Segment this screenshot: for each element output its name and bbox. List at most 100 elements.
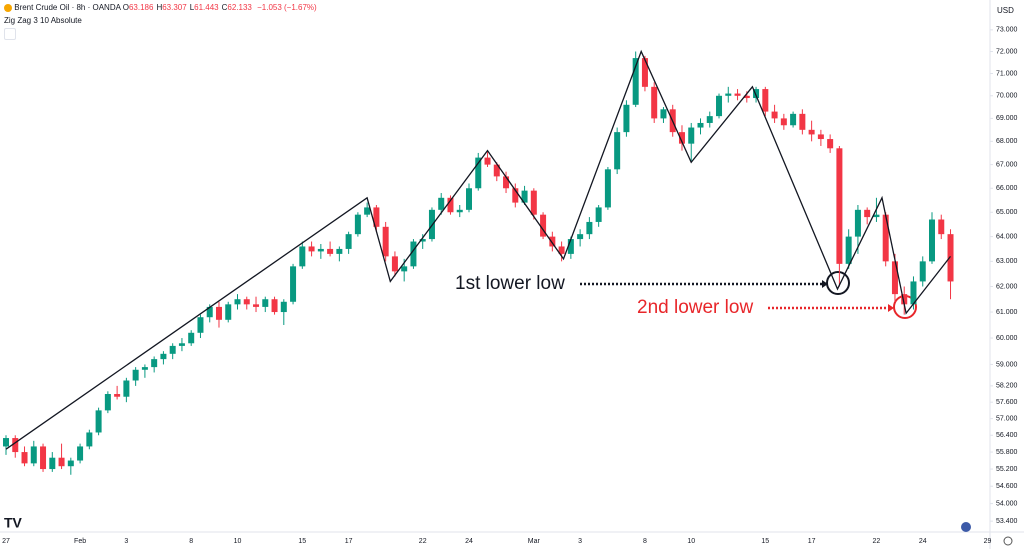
- candle-body: [141, 367, 148, 370]
- candle-body: [206, 306, 213, 318]
- x-tick-label: 29: [984, 538, 992, 545]
- collapse-button[interactable]: [4, 28, 16, 40]
- candle-body: [114, 394, 121, 397]
- candle-body: [123, 380, 130, 397]
- candle-body: [151, 359, 158, 368]
- ohlc-value: 63.186: [128, 3, 154, 12]
- symbol-icon: [4, 3, 12, 12]
- candle-body: [12, 438, 19, 453]
- y-tick-label: 55.200: [996, 466, 1018, 473]
- ohlc: O63.186 H63.307 L61.443 C62.133: [123, 3, 255, 12]
- ohlc-label: C: [221, 3, 228, 12]
- y-tick-label: 66.000: [996, 185, 1018, 192]
- y-tick-label: 59.000: [996, 361, 1018, 368]
- y-tick-label: 67.000: [996, 161, 1018, 168]
- y-tick-label: 56.400: [996, 432, 1018, 439]
- candle-body: [317, 248, 324, 252]
- candle-body: [623, 104, 630, 133]
- candle-body: [49, 457, 56, 470]
- candle-body: [354, 214, 361, 235]
- x-tick-label: 8: [189, 538, 193, 545]
- y-tick-label: 64.000: [996, 233, 1018, 240]
- candle-body: [651, 86, 658, 119]
- y-tick-label: 62.000: [996, 283, 1018, 290]
- candle-body: [827, 139, 834, 149]
- candle-body: [771, 111, 778, 119]
- candle-body: [521, 190, 528, 203]
- candle-body: [410, 241, 417, 267]
- candle-body: [891, 261, 898, 295]
- y-tick-label: 73.000: [996, 27, 1018, 34]
- y-tick-label: 58.200: [996, 383, 1018, 390]
- y-tick-label: 61.000: [996, 309, 1018, 316]
- candle-body: [438, 197, 445, 210]
- candle-body: [632, 58, 639, 105]
- symbol[interactable]: Brent Crude Oil · 8h · OANDA: [14, 3, 121, 12]
- candle-body: [864, 209, 871, 218]
- y-tick-label: 60.000: [996, 335, 1018, 342]
- candle-body: [614, 132, 621, 170]
- x-tick-label: 22: [419, 538, 427, 545]
- candle-body: [40, 446, 47, 470]
- candle-body: [641, 58, 648, 87]
- y-tick-label: 63.000: [996, 258, 1018, 265]
- candle-body: [308, 246, 315, 252]
- ohlc-value: 63.307: [162, 3, 187, 12]
- candle-body: [447, 197, 454, 213]
- candle-body: [391, 256, 398, 272]
- candle-body: [243, 299, 250, 305]
- x-tick-label: 10: [687, 538, 695, 545]
- candle-body: [558, 246, 565, 254]
- x-tick-label: 17: [808, 538, 816, 545]
- candle-body: [373, 207, 380, 227]
- x-tick-label: 15: [761, 538, 769, 545]
- candle-body: [475, 157, 482, 189]
- candle-body: [336, 248, 343, 254]
- candle-body: [132, 369, 139, 381]
- y-tick-label: 55.800: [996, 449, 1018, 456]
- indicator-legend[interactable]: Zig Zag 3 10 Absolute: [4, 16, 82, 25]
- candle-body: [197, 317, 204, 333]
- candle-body: [549, 236, 556, 247]
- candle-body: [345, 234, 352, 249]
- x-tick-label: 15: [298, 538, 306, 545]
- candle-body: [30, 446, 37, 464]
- y-tick-label: 70.000: [996, 93, 1018, 100]
- logo: TV: [4, 515, 23, 531]
- ohlc-value: 61.443: [194, 3, 219, 12]
- settings-icon[interactable]: [1003, 536, 1013, 546]
- candle-body: [929, 219, 935, 262]
- candle-body: [58, 457, 65, 467]
- candle-body: [104, 394, 111, 411]
- candle-body: [567, 239, 574, 254]
- y-tick-label: 54.000: [996, 500, 1018, 507]
- candle-body: [706, 116, 713, 123]
- candle-body: [419, 239, 426, 242]
- candle-body: [299, 246, 306, 267]
- candle-body: [688, 127, 695, 144]
- ohlc-label: L: [189, 3, 195, 12]
- candle-body: [938, 219, 945, 235]
- candle-body: [901, 294, 908, 305]
- y-tick-label: 53.400: [996, 518, 1018, 525]
- candle-body: [845, 236, 852, 264]
- x-tick-label: Feb: [74, 538, 86, 545]
- y-tick-label: 68.000: [996, 138, 1018, 145]
- candle-body: [753, 89, 760, 99]
- x-tick-label: 3: [578, 538, 582, 545]
- y-tick-label: 71.000: [996, 70, 1018, 77]
- arrow-head: [822, 280, 828, 288]
- candle-body: [540, 214, 547, 237]
- candle-body: [67, 460, 74, 467]
- candle-body: [780, 118, 787, 126]
- candle-body: [743, 95, 750, 99]
- candle-body: [364, 207, 371, 215]
- candle-body: [882, 214, 889, 262]
- candle-body: [725, 93, 732, 96]
- candle-body: [456, 209, 463, 213]
- legend-row: Brent Crude Oil · 8h · OANDA O63.186 H63.…: [4, 3, 317, 12]
- candle-body: [947, 234, 954, 282]
- change: −1.053 (−1.67%): [257, 3, 317, 12]
